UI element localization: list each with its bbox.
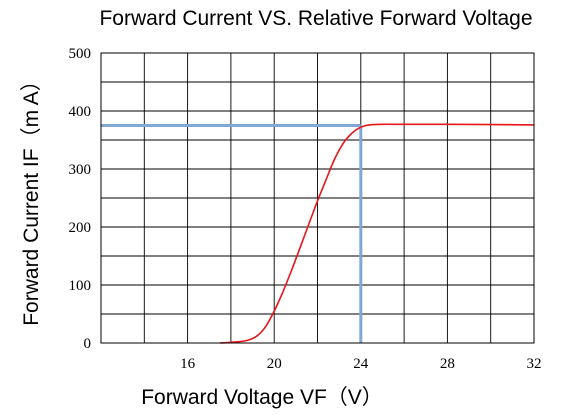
x-tick-label: 28 xyxy=(440,356,455,372)
y-tick-label: 300 xyxy=(69,162,92,178)
x-tick-label: 20 xyxy=(267,356,282,372)
chart-title: Forward Current VS. Relative Forward Vol… xyxy=(99,7,532,30)
reference-lines xyxy=(101,124,363,343)
y-tick-label: 0 xyxy=(84,336,92,352)
series-line xyxy=(220,123,535,344)
plot-frame xyxy=(100,52,535,344)
y-tick-label: 200 xyxy=(69,220,92,236)
series-layer xyxy=(220,123,535,344)
x-tick-labels: 16 20 24 28 32 xyxy=(180,356,541,372)
grid xyxy=(101,53,534,343)
y-axis-label: Forward Current IF（m A） xyxy=(20,70,43,326)
y-tick-label: 500 xyxy=(69,46,92,62)
y-tick-label: 400 xyxy=(69,104,92,120)
x-axis-label: Forward Voltage VF（V） xyxy=(141,386,383,409)
y-tick-label: 100 xyxy=(69,278,92,294)
x-tick-label: 16 xyxy=(180,356,196,372)
x-tick-label: 24 xyxy=(353,356,369,372)
y-tick-labels: 0 100 200 300 400 500 xyxy=(69,46,92,352)
x-tick-label: 32 xyxy=(527,356,542,372)
